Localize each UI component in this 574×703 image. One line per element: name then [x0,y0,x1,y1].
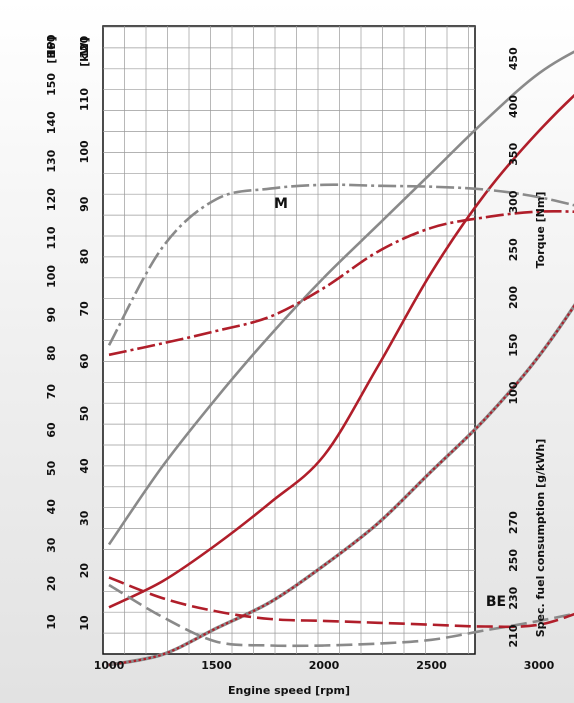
hp-tick-label: 50 [45,460,58,476]
hp-tick-label: 110 [45,226,58,249]
fuel-tick-label: 210 [507,624,520,647]
kw-tick-label: 40 [78,458,91,474]
x-tick-label: 3000 [524,659,555,672]
hp-tick-label: 160 [45,34,58,57]
kw-tick-label: 70 [78,301,91,317]
torque-tick-label: 300 [507,190,520,213]
torque-tick-label: 150 [507,333,520,356]
hp-tick-label: 60 [45,422,58,438]
fuel-tick-label: 250 [507,549,520,572]
curve-propeller-outline [107,303,574,667]
hp-tick-label: 80 [45,345,58,361]
plot-area [102,25,476,655]
fuel-tick-label: 230 [507,586,520,609]
curve-labels: PMPropBE [274,196,506,610]
grid [103,26,475,654]
x-tick-label: 2500 [416,659,447,672]
kw-tick-label: 50 [78,406,91,422]
torque-tick-label: 450 [507,47,520,70]
hp-unit-label: [HP] [45,36,58,63]
kw-tick-label: 120 [78,35,91,58]
kw-tick-label: 80 [78,249,91,265]
fuel-tick-label: 270 [507,511,520,534]
kw-tick-label: 90 [78,196,91,212]
torque-tick-label: 400 [507,95,520,118]
kw-tick-label: 100 [78,140,91,163]
torque-tick-label: 350 [507,142,520,165]
hp-tick-label: 40 [45,499,58,515]
torque-tick-label: 250 [507,238,520,261]
hp-tick-label: 20 [45,576,58,592]
x-tick-label: 1000 [94,659,125,672]
curve-torque-gray [107,183,574,346]
hp-tick-label: 70 [45,384,58,400]
x-tick-label: 1500 [201,659,232,672]
hp-tick-label: 90 [45,307,58,323]
hp-tick-label: 30 [45,537,58,553]
curve-bsfc-gray [108,583,574,648]
kw-unit-label: [kW] [78,37,91,67]
hp-tick-label: 120 [45,188,58,211]
kw-tick-label: 30 [78,510,91,526]
kw-tick-label: 10 [78,615,91,631]
curve-power-gray [107,50,574,546]
hp-tick-label: 100 [45,265,58,288]
torque-tick-label: 200 [507,286,520,309]
curve-label-be: BE [486,594,506,610]
kw-tick-label: 60 [78,353,91,369]
curve-bsfc-red [108,576,574,629]
hp-tick-label: 150 [45,73,58,96]
curve-power-red [108,93,574,609]
tick-labels: 1000150020002500300035004000450010203040… [45,34,555,672]
hp-tick-label: 140 [45,111,58,134]
kw-tick-label: 20 [78,563,91,579]
x-tick-label: 2000 [309,659,340,672]
torque-axis-title: Torque [Nm] [534,192,547,269]
torque-tick-label: 100 [507,381,520,404]
fuel-consumption-axis-title: Spec. fuel consumption [g/kWh] [534,439,547,638]
x-axis-title: Engine speed [rpm] [228,684,350,697]
hp-tick-label: 10 [45,614,58,630]
hp-tick-label: 130 [45,149,58,172]
curves-layer [107,50,574,667]
curve-label-m: M [274,196,288,212]
kw-tick-label: 110 [78,88,91,111]
